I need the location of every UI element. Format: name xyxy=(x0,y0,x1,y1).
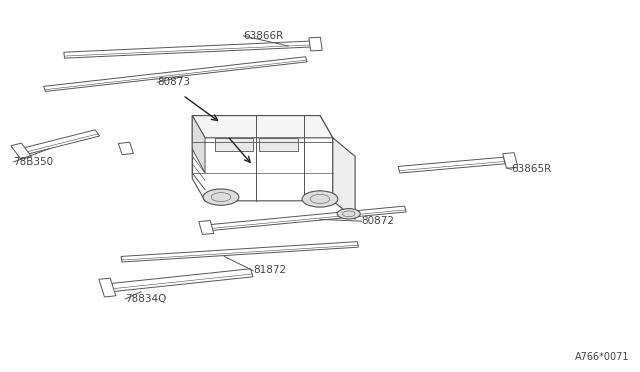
Polygon shape xyxy=(192,116,333,138)
Polygon shape xyxy=(11,143,31,159)
Polygon shape xyxy=(44,57,307,92)
Polygon shape xyxy=(398,157,505,173)
Ellipse shape xyxy=(302,191,338,207)
Polygon shape xyxy=(22,130,100,154)
Polygon shape xyxy=(210,206,406,231)
Text: 81872: 81872 xyxy=(253,266,286,276)
Text: 80873: 80873 xyxy=(157,77,190,87)
Polygon shape xyxy=(121,242,358,262)
Polygon shape xyxy=(192,116,333,201)
Polygon shape xyxy=(64,41,310,58)
Text: 78B350: 78B350 xyxy=(13,157,54,167)
Polygon shape xyxy=(199,221,214,234)
Text: A766*0071: A766*0071 xyxy=(575,352,630,362)
Polygon shape xyxy=(192,116,205,173)
Polygon shape xyxy=(259,138,298,151)
Ellipse shape xyxy=(203,189,239,205)
Polygon shape xyxy=(333,138,355,219)
Text: 78834Q: 78834Q xyxy=(125,294,166,304)
Text: 63866R: 63866R xyxy=(243,31,284,41)
Text: 63865R: 63865R xyxy=(511,164,552,174)
Ellipse shape xyxy=(337,209,360,219)
Polygon shape xyxy=(118,142,133,155)
Polygon shape xyxy=(309,37,322,51)
Polygon shape xyxy=(503,153,518,168)
Polygon shape xyxy=(214,138,253,151)
Polygon shape xyxy=(110,269,253,292)
Polygon shape xyxy=(99,278,116,297)
Text: 80872: 80872 xyxy=(362,216,394,226)
